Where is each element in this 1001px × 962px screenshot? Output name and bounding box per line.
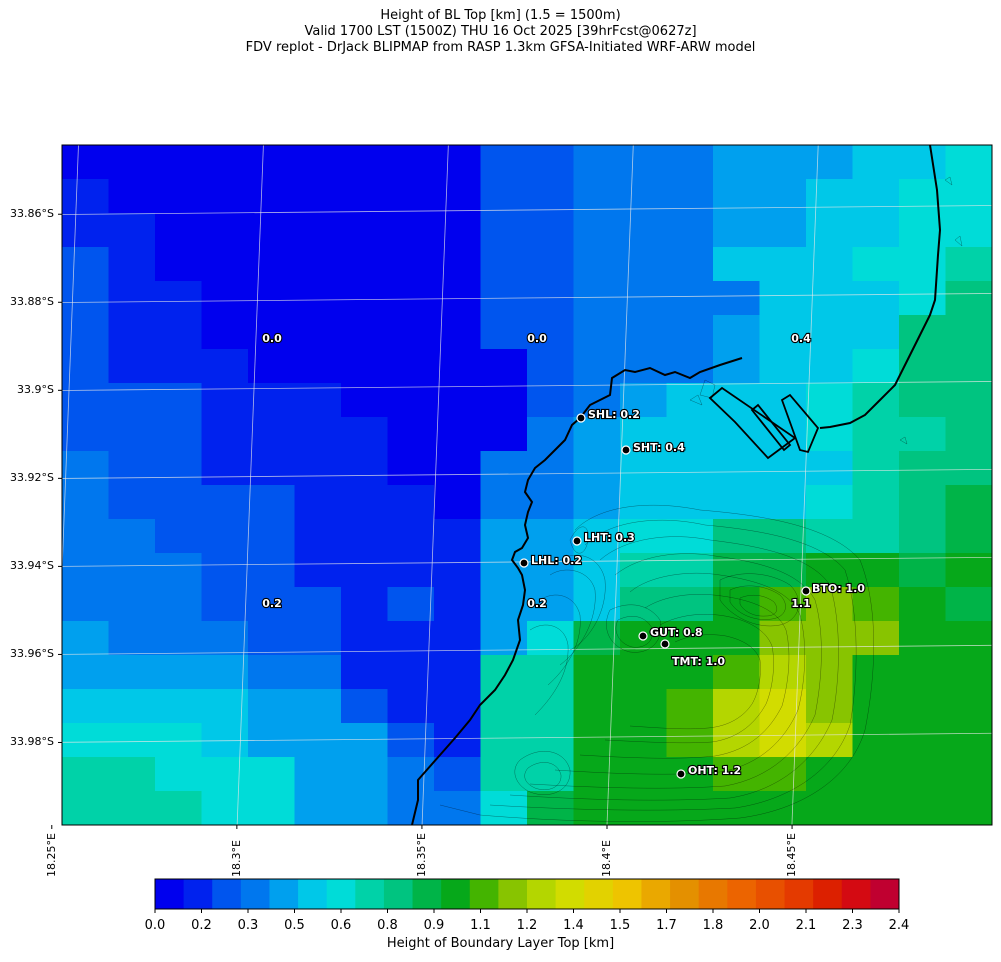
colorbar-swatch — [727, 879, 757, 909]
lon-label: 18.35°E — [414, 833, 428, 877]
colorbar-title: Height of Boundary Layer Top [km] — [386, 936, 615, 951]
station-label: SHL: 0.2 — [588, 408, 640, 421]
lat-label: 33.92°S — [10, 471, 54, 485]
colorbar-tick-label: 1.4 — [563, 918, 584, 933]
colorbar-swatch — [355, 879, 385, 909]
colorbar-swatch — [870, 879, 900, 909]
station-dot — [638, 631, 648, 641]
station-dot — [801, 586, 811, 596]
colorbar-swatch — [527, 879, 557, 909]
title-line-3: FDV replot - DrJack BLIPMAP from RASP 1.… — [245, 40, 756, 55]
colorbar-swatch — [784, 879, 814, 909]
colorbar-tick-label: 0.0 — [144, 918, 166, 933]
colorbar-swatch — [670, 879, 700, 909]
station-shl: SHL: 0.2 — [576, 407, 641, 423]
colorbar-tick-label: 2.0 — [749, 918, 770, 933]
station-label: LHT: 0.3 — [584, 531, 635, 544]
station-lht: LHT: 0.3 — [572, 530, 636, 546]
colorbar-swatch — [841, 879, 871, 909]
lon-label: 18.3°E — [229, 840, 243, 877]
title-line-2: Valid 1700 LST (1500Z) THU 16 Oct 2025 [… — [304, 24, 697, 39]
lat-label: 33.86°S — [10, 207, 54, 221]
station-label: BTO: 1.0 — [812, 582, 865, 595]
station-dot — [621, 445, 631, 455]
colorbar-swatch — [240, 879, 270, 909]
colorbar-tick-label: 0.2 — [191, 918, 212, 933]
station-gut: GUT: 0.8 — [638, 625, 704, 641]
station-oht: OHT: 1.2 — [676, 763, 742, 779]
map-title: Height of BL Top [km] (1.5 = 1500m) Vali… — [0, 8, 1001, 56]
colorbar-swatch — [441, 879, 471, 909]
colorbar-tick-label: 1.5 — [609, 918, 631, 933]
lat-label: 33.96°S — [10, 647, 54, 661]
area-value-label: 1.1 — [791, 597, 811, 610]
graticule — [62, 145, 992, 825]
lon-label: 18.4°E — [600, 840, 613, 877]
station-dot — [660, 639, 670, 649]
colorbar-swatch — [269, 879, 299, 909]
colorbar-tick-label: 0.9 — [423, 918, 445, 933]
area-value-label: 0.2 — [262, 597, 282, 610]
colorbar-tick-label: 2.3 — [842, 918, 863, 933]
colorbar-swatch — [212, 879, 242, 909]
area-value-labels: 0.0 0.0 0.4 0.2 0.2 1.1 — [261, 331, 812, 611]
station-lhl: LHL: 0.2 — [519, 553, 583, 568]
colorbar-tick-label: 0.3 — [237, 918, 259, 933]
coastline — [411, 145, 942, 825]
colorbar-tick-label: 0.8 — [377, 918, 398, 933]
station-dot — [572, 536, 582, 546]
lat-label: 33.94°S — [10, 559, 54, 573]
colorbar-tick-label: 2.4 — [888, 918, 910, 933]
colorbar-swatch — [383, 879, 414, 909]
station-sht: SHT: 0.4 — [621, 440, 686, 455]
colorbar-tick-label: 1.2 — [516, 918, 538, 933]
station-tmt: TMT: 1.0 — [660, 639, 727, 669]
bl-height-grid — [62, 145, 992, 825]
colorbar-tick-label: 1.7 — [656, 918, 677, 933]
colorbar-tick-label: 0.5 — [284, 918, 305, 933]
colorbar-tick-label: 1.8 — [702, 918, 724, 933]
lat-label: 33.98°S — [10, 735, 54, 749]
station-dot — [519, 558, 529, 568]
area-value-label: 0.0 — [262, 332, 282, 345]
colorbar-swatch — [298, 879, 328, 909]
colorbar-swatch — [412, 879, 442, 909]
colorbar-swatch — [498, 879, 528, 909]
lat-label: 33.9°S — [17, 383, 54, 397]
colorbar-swatch — [584, 879, 614, 909]
colorbar-swatch — [183, 879, 213, 909]
colorbar-swatch — [698, 879, 728, 909]
colorbar-swatch — [326, 879, 356, 909]
station-dot — [676, 769, 686, 779]
lon-label: 18.45°E — [785, 833, 799, 877]
colorbar-swatch — [612, 879, 642, 909]
colorbar-swatch — [813, 879, 843, 909]
colorbar-tick-label: 2.1 — [795, 918, 817, 933]
station-label: TMT: 1.0 — [672, 655, 725, 668]
station-label: GUT: 0.8 — [650, 626, 703, 639]
colorbar-swatch — [469, 879, 499, 909]
lon-label: 18.25°E — [44, 833, 58, 877]
area-value-label: 0.4 — [791, 332, 811, 345]
area-value-label: 0.0 — [527, 332, 547, 345]
colorbar-tick-label: 0.6 — [330, 918, 352, 933]
area-value-label: 0.2 — [527, 597, 547, 610]
station-dot — [576, 413, 586, 423]
title-line-1: Height of BL Top [km] (1.5 = 1500m) — [380, 8, 621, 23]
station-label: LHL: 0.2 — [531, 554, 582, 567]
map-frame — [61, 144, 993, 826]
lat-label: 33.88°S — [10, 295, 54, 309]
colorbar-swatch — [755, 879, 786, 909]
station-label: OHT: 1.2 — [688, 764, 741, 777]
colorbar-swatch — [155, 879, 185, 909]
colorbar — [154, 878, 900, 913]
colorbar-tick-label: 1.1 — [470, 918, 491, 933]
station-label: SHT: 0.4 — [633, 441, 685, 454]
colorbar-swatch — [641, 879, 671, 909]
colorbar-swatch — [555, 879, 585, 909]
station-bto: BTO: 1.0 — [801, 581, 866, 596]
